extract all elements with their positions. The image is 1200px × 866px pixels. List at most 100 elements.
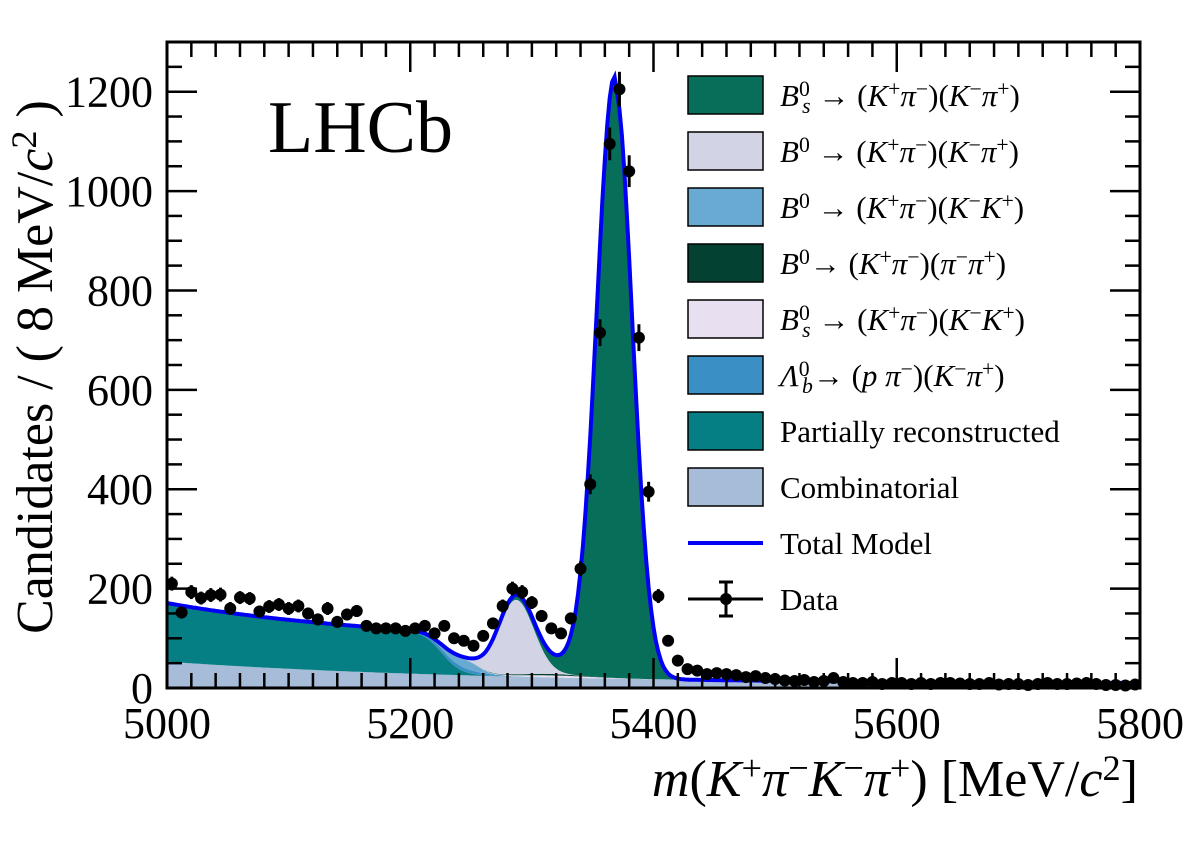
data-marker bbox=[486, 617, 499, 630]
text-part: π bbox=[900, 302, 917, 337]
x-tick-label: 5800 bbox=[1096, 699, 1184, 748]
text-part: + bbox=[982, 357, 994, 381]
data-point bbox=[944, 677, 957, 690]
data-marker bbox=[778, 674, 791, 687]
text-part: − bbox=[916, 301, 928, 325]
data-marker bbox=[1041, 677, 1054, 690]
y-tick-label: 200 bbox=[87, 565, 153, 614]
data-marker bbox=[623, 165, 636, 178]
data-point bbox=[934, 677, 947, 690]
text-part: π bbox=[982, 78, 999, 113]
text-part: )( bbox=[928, 302, 949, 337]
data-marker bbox=[827, 672, 840, 685]
text-part: 0 bbox=[799, 189, 810, 213]
text-part: π bbox=[885, 358, 902, 393]
data-marker bbox=[535, 609, 548, 622]
data-marker bbox=[739, 671, 752, 684]
data-point bbox=[467, 639, 480, 652]
data-point bbox=[418, 619, 431, 632]
data-point bbox=[749, 670, 762, 683]
data-marker bbox=[360, 619, 373, 632]
legend-item-bd_kpipipi: B0→ (K+π−)(π−π+) bbox=[687, 243, 1006, 283]
legend-label: B0 → (K+π−)(K−π+) bbox=[780, 133, 1019, 169]
x-axis-label-part: 2 bbox=[1102, 748, 1120, 788]
data-marker bbox=[856, 677, 869, 690]
data-marker bbox=[282, 602, 295, 615]
text-part: ) bbox=[996, 246, 1006, 281]
data-point bbox=[506, 581, 519, 596]
data-marker bbox=[662, 634, 675, 647]
text-part: + bbox=[1002, 301, 1014, 325]
data-point bbox=[204, 588, 217, 603]
data-marker bbox=[895, 677, 908, 690]
text-part: − bbox=[916, 77, 928, 101]
text-part: 0 bbox=[799, 357, 810, 381]
data-marker bbox=[272, 598, 285, 611]
x-axis-label-part: [MeV/ bbox=[928, 751, 1080, 808]
text-part: B bbox=[780, 78, 799, 113]
data-marker bbox=[409, 622, 422, 635]
data-point bbox=[603, 127, 616, 161]
data-point bbox=[632, 324, 645, 352]
y-axis-label-part: c bbox=[7, 149, 64, 172]
data-point bbox=[302, 607, 315, 620]
text-part: K bbox=[858, 246, 882, 281]
data-marker bbox=[496, 600, 509, 613]
data-point bbox=[662, 634, 675, 647]
data-point bbox=[701, 668, 714, 681]
text-part: → ( bbox=[811, 78, 868, 113]
text-part: − bbox=[969, 133, 981, 157]
data-point bbox=[457, 634, 470, 647]
data-point bbox=[788, 675, 801, 688]
y-tick-label: 600 bbox=[87, 366, 153, 415]
legend-label: Partially reconstructed bbox=[780, 414, 1060, 449]
legend-swatch bbox=[687, 299, 764, 339]
text-part: s bbox=[802, 318, 810, 342]
text-part: − bbox=[956, 245, 968, 269]
data-point bbox=[739, 671, 752, 684]
text-part: − bbox=[969, 189, 981, 213]
x-axis-label-part: + bbox=[741, 748, 762, 788]
data-marker bbox=[681, 663, 694, 676]
text-part: Combinatorial bbox=[780, 470, 959, 505]
x-tick-label: 5000 bbox=[123, 699, 211, 748]
text-part: + bbox=[984, 245, 996, 269]
legend-label: Λ0 b→ (p π−)(K−π+) bbox=[777, 357, 1005, 397]
text-part: − bbox=[969, 77, 981, 101]
text-part: π bbox=[900, 78, 917, 113]
data-point bbox=[525, 596, 538, 609]
data-marker bbox=[341, 608, 354, 621]
data-marker bbox=[350, 604, 363, 617]
data-marker bbox=[224, 602, 237, 615]
data-marker bbox=[545, 622, 558, 635]
data-marker bbox=[613, 83, 626, 96]
data-point bbox=[428, 627, 441, 640]
y-axis-label-part: Candidates / ( 8 MeV/ bbox=[7, 171, 64, 634]
data-point bbox=[1041, 677, 1054, 690]
text-part: 0 bbox=[799, 77, 810, 101]
data-marker bbox=[944, 677, 957, 690]
data-marker bbox=[593, 326, 606, 339]
axes-frame bbox=[165, 40, 1142, 690]
data-point bbox=[1080, 677, 1093, 690]
data-marker bbox=[370, 622, 383, 635]
legend-swatch bbox=[687, 467, 764, 507]
x-axis-label-part: m bbox=[652, 751, 690, 808]
text-part: Data bbox=[780, 582, 839, 617]
x-axis-label: m(K+π−K−π+) [MeV/c2] bbox=[652, 748, 1138, 808]
x-tick-label: 5200 bbox=[366, 699, 454, 748]
data-marker bbox=[701, 668, 714, 681]
legend-item-bd_kpikk: B0 → (K+π−)(K−K+) bbox=[687, 187, 1024, 227]
text-part: K bbox=[866, 302, 890, 337]
legend-label: B0→ (K+π−)(π−π+) bbox=[780, 245, 1006, 281]
x-axis-label-part: K bbox=[706, 751, 744, 808]
x-axis-label-part: π bbox=[864, 751, 892, 808]
data-marker bbox=[428, 627, 441, 640]
data-marker bbox=[555, 627, 568, 640]
x-axis-label-part: K bbox=[808, 751, 846, 808]
data-marker bbox=[467, 639, 480, 652]
data-point bbox=[652, 589, 665, 604]
data-marker bbox=[243, 592, 256, 605]
data-point bbox=[516, 585, 529, 600]
